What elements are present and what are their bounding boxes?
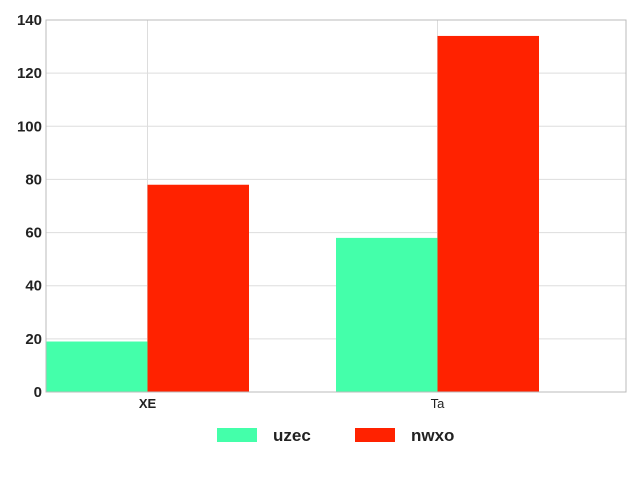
bar-nwxo-XE — [147, 184, 249, 392]
bar-nwxo-Ta — [437, 35, 539, 392]
plot-area-frame — [45, 19, 627, 393]
x-axis-ticks: XE Ta — [139, 396, 445, 411]
legend-label-uzec: uzec — [273, 426, 311, 445]
y-tick-label-1: 20 — [25, 331, 42, 348]
legend-swatch-uzec — [217, 428, 257, 442]
y-tick-label-4: 80 — [25, 171, 42, 188]
y-tick-label-2: 40 — [25, 278, 42, 295]
x-tick-label-0: XE — [139, 396, 157, 411]
legend: uzec nwxo — [217, 426, 454, 445]
legend-label-nwxo: nwxo — [411, 426, 454, 445]
bar-uzec-XE — [46, 341, 148, 392]
bars — [46, 35, 539, 392]
y-tick-label-0: 0 — [34, 384, 42, 401]
y-tick-label-5: 100 — [17, 118, 42, 135]
y-tick-label-7: 140 — [17, 12, 42, 29]
y-tick-label-6: 120 — [17, 65, 42, 82]
y-axis-ticks: 0 20 40 60 80 100 120 140 — [17, 12, 42, 401]
x-tick-label-1: Ta — [431, 396, 446, 411]
bar-uzec-Ta — [336, 237, 438, 392]
y-tick-label-3: 60 — [25, 225, 42, 242]
legend-swatch-nwxo — [355, 428, 395, 442]
